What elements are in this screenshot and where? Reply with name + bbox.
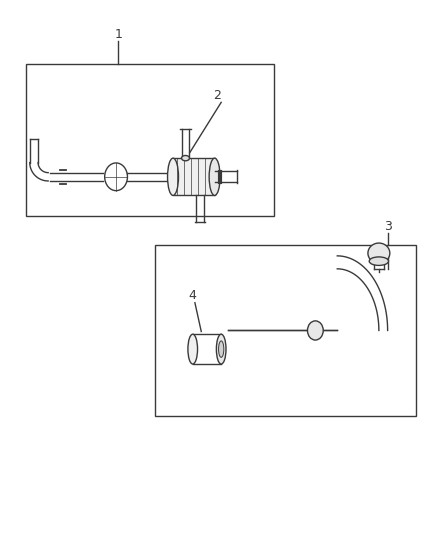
Text: 2: 2 [213, 90, 221, 102]
Ellipse shape [216, 334, 226, 364]
Ellipse shape [181, 156, 189, 161]
Text: 1: 1 [114, 28, 122, 41]
Bar [26, 64, 274, 216]
Bar [155, 245, 416, 416]
Ellipse shape [369, 257, 389, 265]
Circle shape [307, 321, 323, 340]
Text: 3: 3 [384, 220, 392, 233]
Bar [173, 158, 215, 196]
Ellipse shape [219, 341, 224, 357]
Ellipse shape [209, 158, 220, 196]
Ellipse shape [188, 334, 198, 364]
Ellipse shape [368, 243, 390, 263]
Ellipse shape [168, 158, 179, 196]
Text: 4: 4 [189, 289, 197, 302]
